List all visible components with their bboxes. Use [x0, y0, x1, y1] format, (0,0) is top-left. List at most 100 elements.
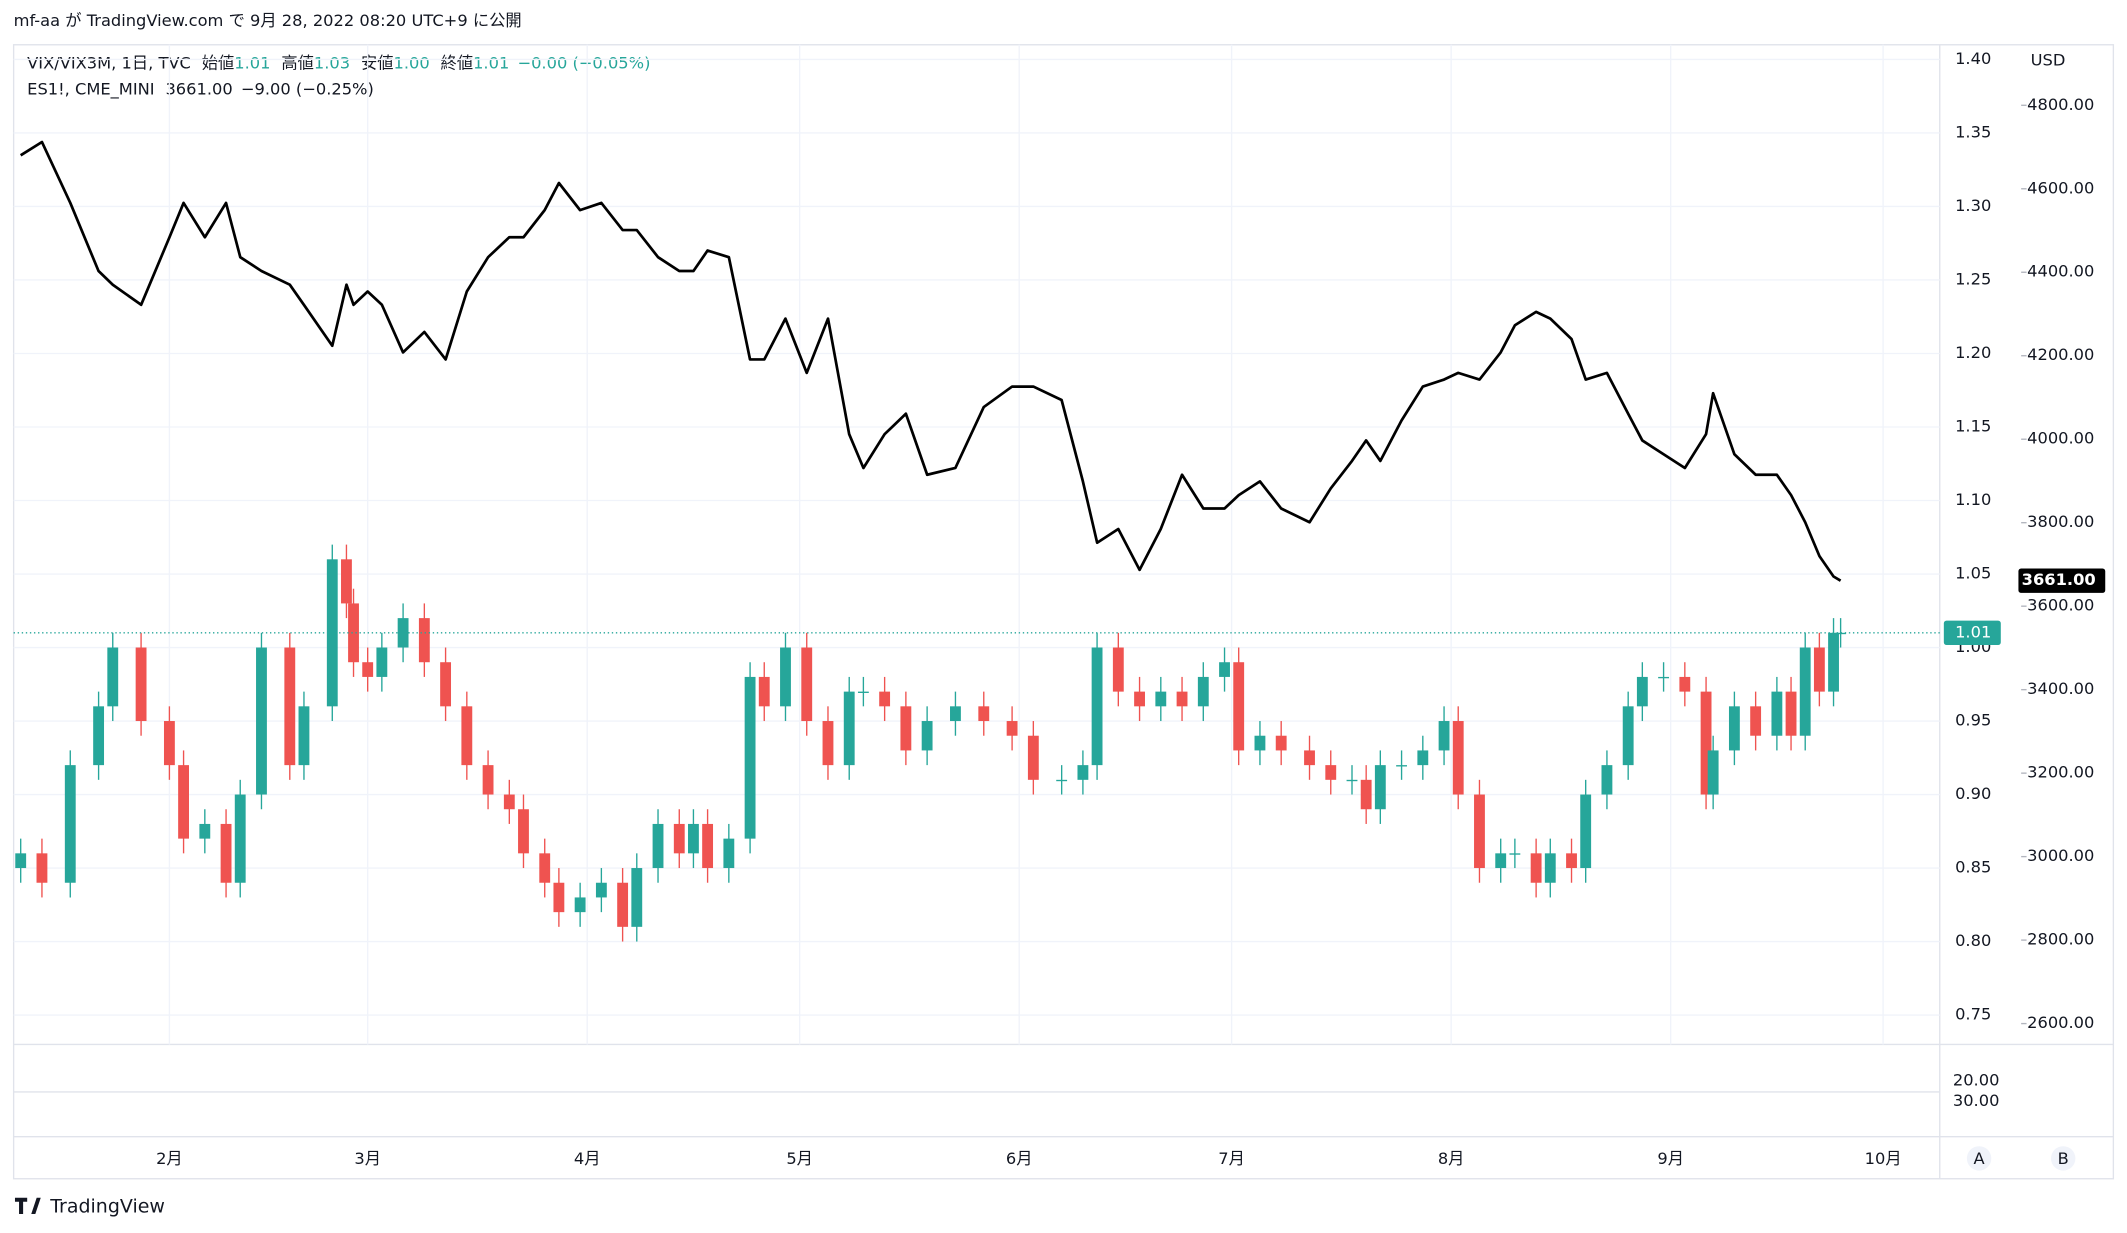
x-tick-label: 8月 — [1438, 1149, 1465, 1168]
candle-body — [1197, 676, 1209, 707]
lower-pane-label: 20.00 — [1953, 1071, 2000, 1090]
candle-body — [950, 706, 961, 722]
brand: TradingView — [49, 1196, 165, 1218]
candle-body — [1438, 721, 1450, 751]
candle-body — [135, 647, 147, 722]
legend-ohlc-label: 終値 — [441, 53, 474, 72]
y2-tick-label: 2600.00 — [2027, 1013, 2094, 1032]
legend-change: −0.00 (−0.05%) — [517, 53, 650, 72]
candle-body — [1658, 676, 1670, 679]
last-price-label: 1.01 — [1955, 622, 1991, 641]
y-tick-label: 0.95 — [1955, 711, 1991, 730]
candle-body — [1707, 750, 1719, 795]
candle-body — [234, 794, 246, 883]
candle-body — [518, 809, 529, 854]
x-tick-label: 3月 — [354, 1149, 381, 1168]
candle-body — [1580, 794, 1592, 869]
y-tick-label: 1.40 — [1955, 49, 1991, 68]
candle-body — [539, 853, 551, 883]
candle-body — [397, 618, 409, 648]
header: mf-aa が TradingView.com で 9月 28, 2022 08… — [14, 11, 522, 30]
candle-body — [298, 706, 310, 766]
candle-body — [1091, 647, 1103, 766]
candle-body — [652, 823, 664, 869]
frame — [12, 44, 2115, 1180]
y2-tick-label: 3400.00 — [2027, 679, 2094, 698]
lower-pane-label: 30.00 — [1953, 1091, 2000, 1110]
candle-body — [1134, 691, 1145, 707]
legend-ohlc-value: 1.01 — [234, 53, 270, 72]
y-tick-label: 1.10 — [1955, 490, 1991, 509]
candle-body — [1728, 706, 1740, 751]
candle-body — [36, 853, 48, 883]
y-tick-label: 1.25 — [1955, 269, 1991, 288]
candle-body — [801, 647, 813, 722]
legend: VIX/VIX3M, 1日, TVC 始値1.01 高値1.03 安値1.00 終値1.… — [27, 53, 650, 99]
legend-row: ES1!, CME_MINI 3661.00 −9.00 (−0.25%) — [27, 79, 374, 99]
candle-body — [978, 706, 990, 722]
candle-body — [1346, 779, 1358, 782]
scale-button[interactable] — [1966, 1146, 1992, 1171]
candle-body — [617, 882, 629, 927]
candle-body — [15, 853, 27, 869]
y2-tick-label: 4200.00 — [2027, 345, 2094, 364]
y2-tick-label: 3600.00 — [2027, 596, 2094, 615]
candle-body — [1474, 794, 1485, 869]
x-tick-label: 10月 — [1865, 1149, 1902, 1168]
candle-body — [1799, 647, 1811, 736]
y-tick-label: 1.15 — [1955, 416, 1991, 435]
y2-tick-label: 4000.00 — [2027, 429, 2094, 448]
last-price-tag — [2018, 568, 2106, 593]
candle-body — [822, 721, 834, 766]
candle-body — [1233, 662, 1245, 751]
candle-body — [256, 647, 267, 795]
candle-body — [1254, 735, 1266, 751]
scale-button-label[interactable]: B — [2058, 1149, 2069, 1168]
candle-body — [900, 706, 912, 751]
candle-body — [595, 882, 607, 898]
legend-ohlc-label: 高値 — [281, 53, 314, 72]
legend-change: −9.00 (−0.25%) — [241, 79, 374, 98]
candle-body — [723, 838, 735, 869]
candle-body — [553, 882, 565, 913]
candle-body — [758, 676, 770, 707]
candle-body — [744, 676, 756, 839]
candle-body — [348, 603, 359, 663]
candle-body — [879, 691, 891, 707]
candle-body — [1544, 853, 1556, 883]
footer-logo: TradingView — [14, 1196, 165, 1218]
x-tick-label: 4月 — [574, 1149, 601, 1168]
candle-body — [1360, 779, 1372, 810]
candle-body — [1835, 632, 1847, 635]
scale-button[interactable] — [2050, 1146, 2076, 1171]
candle-body — [163, 721, 175, 766]
candle-body — [199, 823, 211, 839]
candle-body — [440, 662, 452, 707]
candle-body — [631, 868, 643, 927]
y-tick-label: 0.90 — [1955, 784, 1991, 803]
x-tick-label: 5月 — [786, 1149, 813, 1168]
candle-body — [857, 691, 869, 693]
scale-button-label[interactable]: A — [1974, 1149, 1985, 1168]
candle-body — [1006, 721, 1018, 736]
candle-body — [1495, 853, 1507, 869]
candle-body — [1509, 853, 1521, 855]
candle-body — [921, 721, 933, 751]
candle-body — [1374, 765, 1386, 810]
y-tick-label: 0.75 — [1955, 1005, 1991, 1024]
y2-tick-label: 3000.00 — [2027, 846, 2094, 865]
legend-ohlc-value: 1.00 — [393, 53, 429, 72]
candle-body — [688, 823, 699, 854]
y-tick-label: 0.85 — [1955, 858, 1991, 877]
legend-ohlc-value: 1.03 — [314, 53, 350, 72]
candle-body — [64, 765, 76, 883]
y-tick-label: 1.35 — [1955, 122, 1991, 141]
candle-body — [1417, 750, 1429, 766]
candle-body — [1771, 691, 1783, 736]
x-tick-label: 6月 — [1006, 1149, 1033, 1168]
candle-body — [178, 765, 189, 839]
y2-tick-label: 4800.00 — [2027, 95, 2094, 114]
candle-body — [482, 765, 494, 795]
